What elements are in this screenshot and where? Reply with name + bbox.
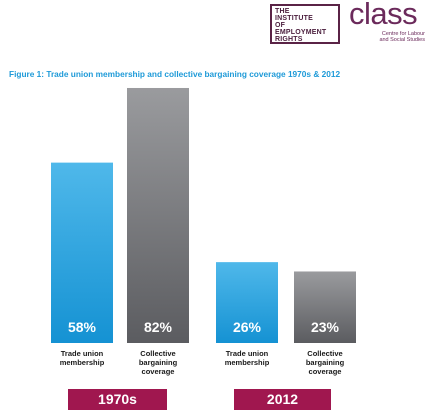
- class-logo-sub-line: Centre for Labour: [381, 31, 425, 37]
- group-label-1970s: 1970s: [68, 389, 167, 410]
- ier-logo-line: OF: [275, 22, 286, 29]
- category-label-2012-coverage: coverage: [309, 367, 342, 376]
- ier-logo-line: INSTITUTE: [275, 15, 313, 22]
- category-label-2012-membership: membership: [225, 358, 270, 367]
- value-label-2012-membership: 26%: [233, 319, 262, 335]
- bar-2012-coverage: [294, 271, 356, 343]
- figure-title: Figure 1: Trade union membership and col…: [9, 69, 341, 79]
- class-logo-subtitle: Centre for Labour and Social Studies: [373, 31, 425, 43]
- ier-logo-line: THE: [275, 8, 290, 15]
- value-label-1970s-membership: 58%: [68, 319, 97, 335]
- category-label-1970s-membership: Trade union: [61, 349, 104, 358]
- ier-logo-line: EMPLOYMENT: [275, 29, 327, 36]
- category-label-1970s-coverage: coverage: [142, 367, 175, 376]
- category-label-2012-membership: Trade union: [226, 349, 269, 358]
- group-label-2012: 2012: [234, 389, 331, 410]
- category-label-2012-coverage: Collective: [307, 349, 342, 358]
- class-logo-word: class: [349, 0, 418, 31]
- value-label-1970s-coverage: 82%: [144, 319, 173, 335]
- bar-1970s-coverage: [127, 87, 189, 343]
- category-label-1970s-membership: membership: [60, 358, 105, 367]
- category-label-1970s-coverage: Collective: [140, 349, 175, 358]
- ier-logo-line: RIGHTS: [275, 36, 303, 43]
- bar-2012-membership: [216, 262, 278, 343]
- class-logo: class Centre for Labour and Social Studi…: [349, 0, 429, 46]
- class-logo-sub-line: and Social Studies: [379, 37, 425, 43]
- value-label-2012-coverage: 23%: [311, 319, 340, 335]
- category-label-2012-coverage: bargaining: [306, 358, 345, 367]
- bar-1970s-membership: [51, 162, 113, 343]
- ier-logo: THE INSTITUTE OF EMPLOYMENT RIGHTS: [270, 4, 340, 44]
- category-label-1970s-coverage: bargaining: [139, 358, 178, 367]
